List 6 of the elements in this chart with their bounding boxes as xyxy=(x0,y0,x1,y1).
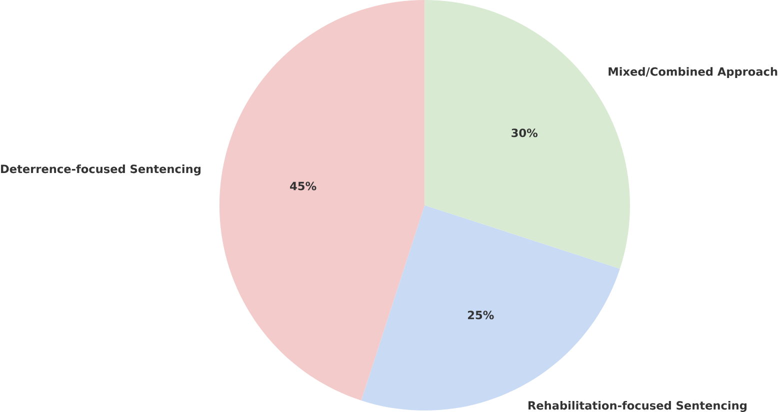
slice-label: Deterrence-focused Sentencing xyxy=(1,164,200,176)
slice-label: Rehabilitation-focused Sentencing xyxy=(528,400,746,412)
data-label: 45% xyxy=(290,182,316,190)
data-label: 25% xyxy=(468,310,494,320)
data-label: 30% xyxy=(512,128,538,138)
slice-label: Mixed/Combined Approach xyxy=(608,67,778,78)
